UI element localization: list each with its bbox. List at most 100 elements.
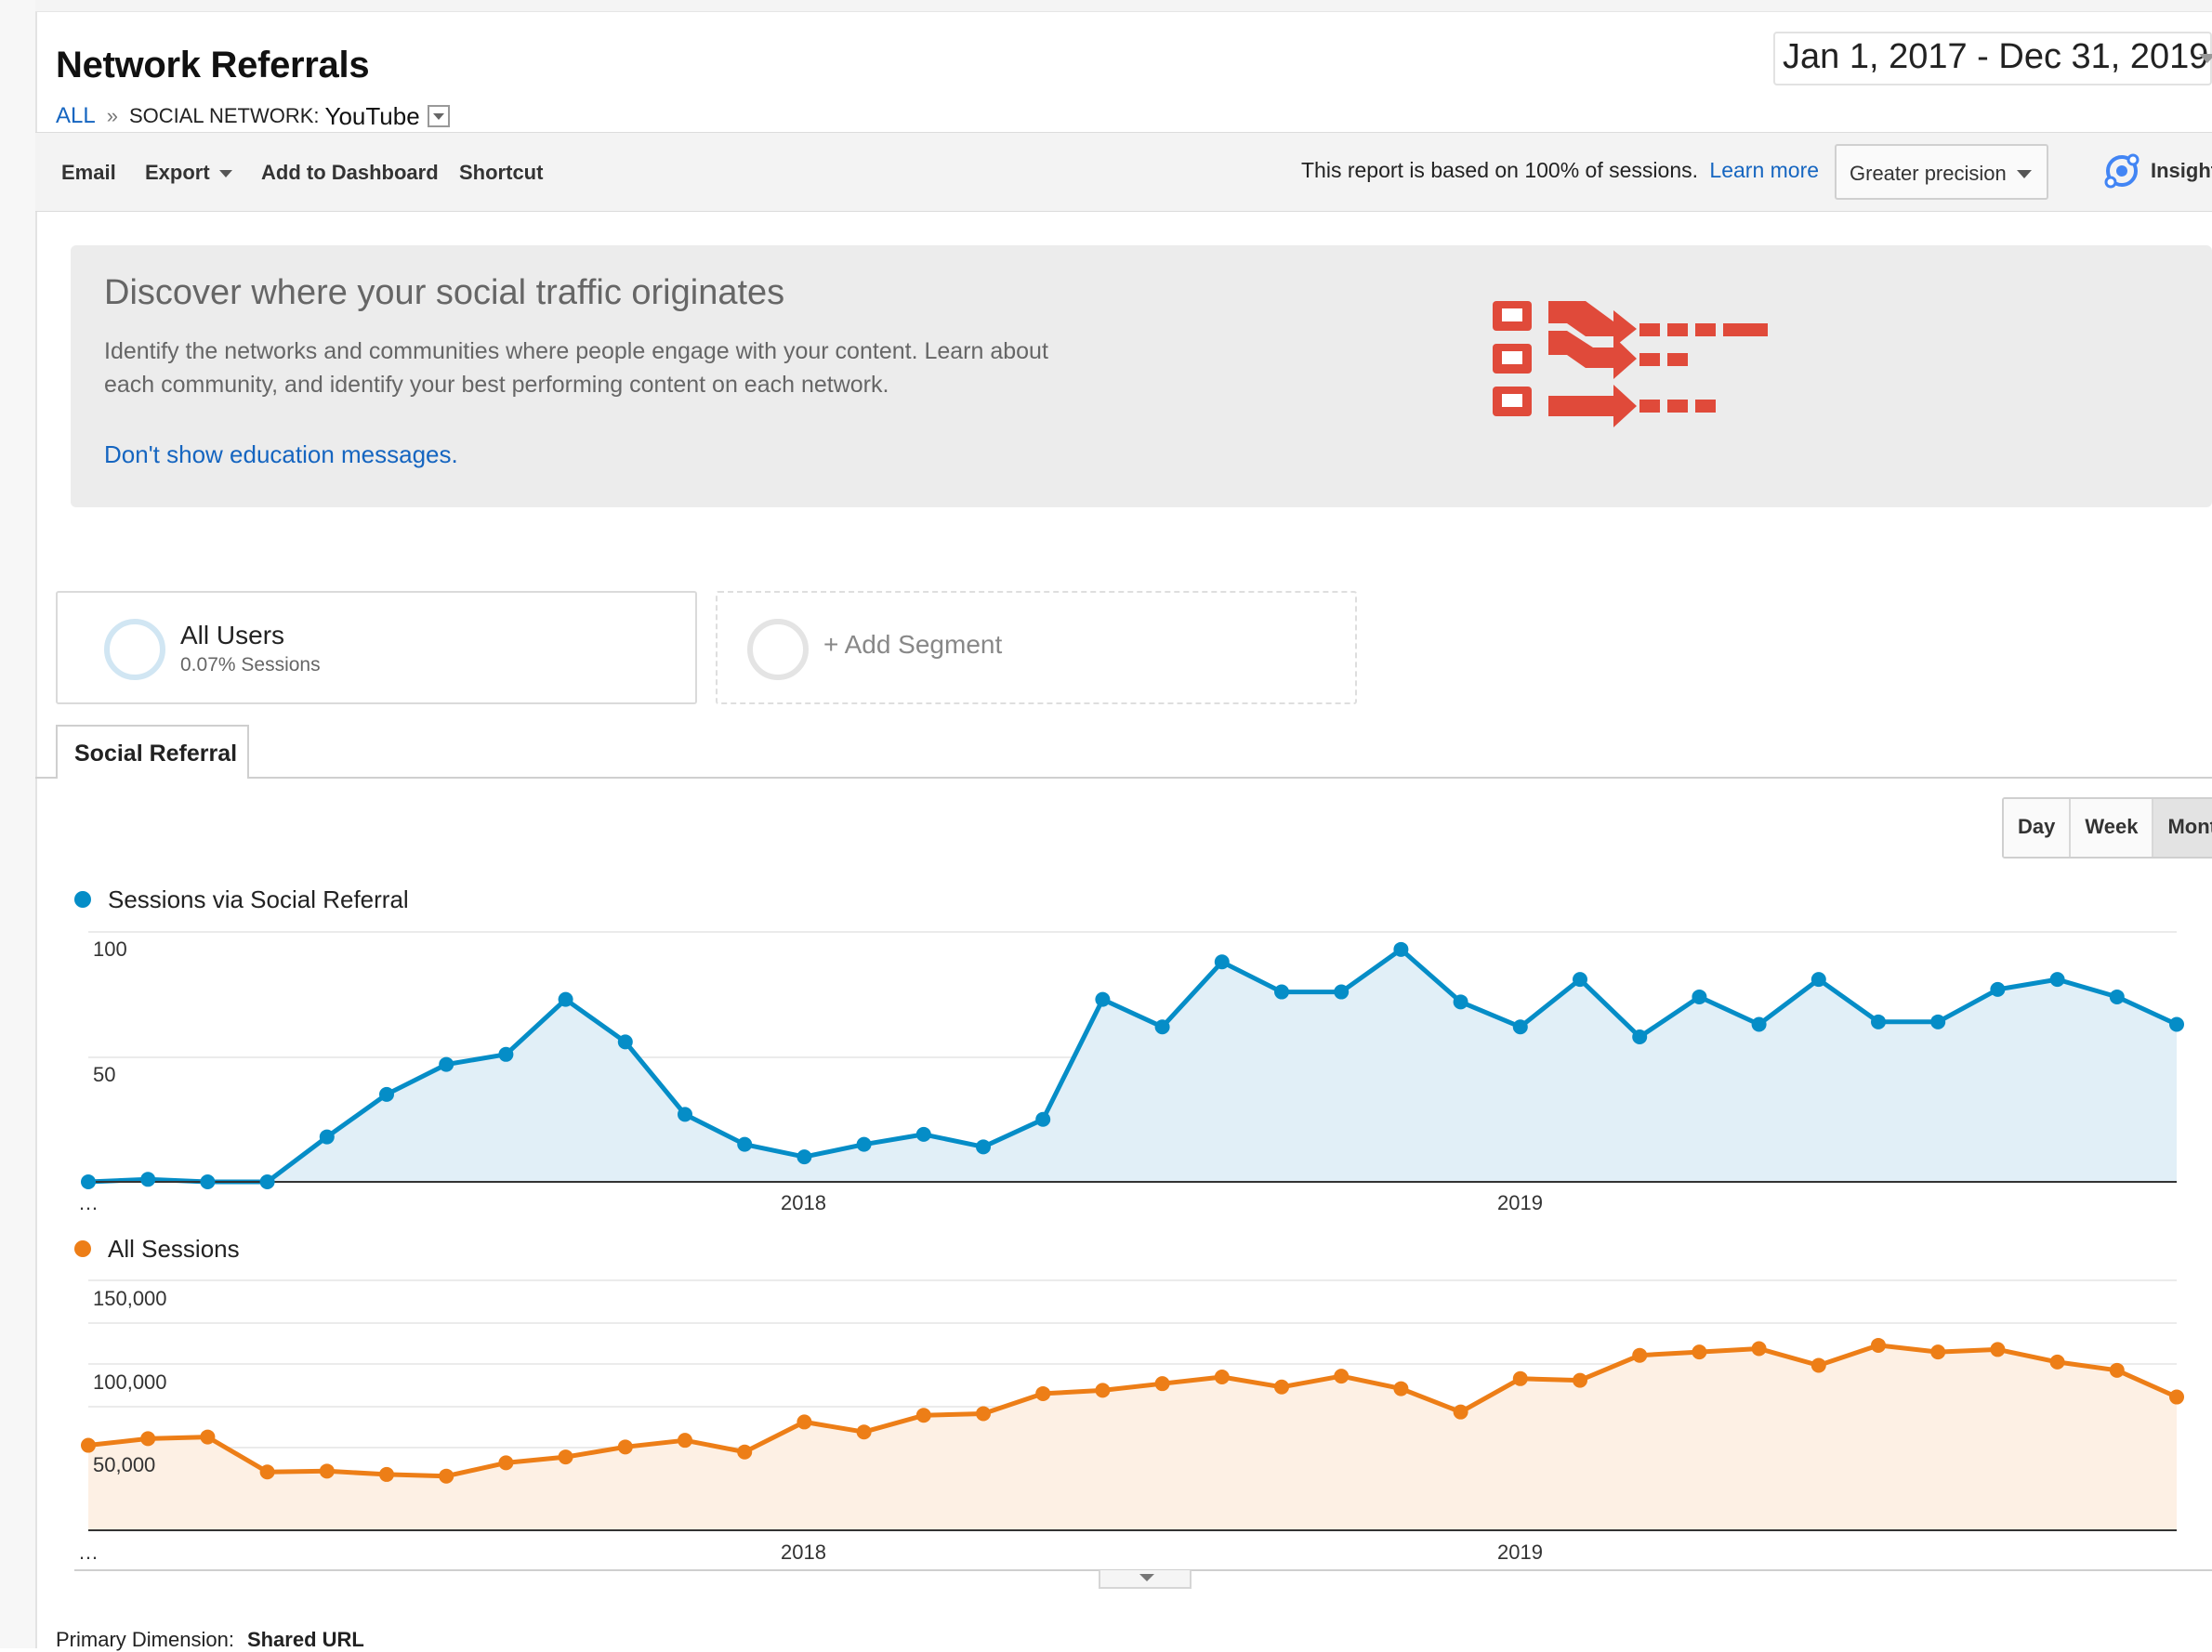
export-label: Export (145, 161, 210, 184)
data-point (1632, 1347, 1648, 1363)
data-point (1573, 1372, 1587, 1388)
primary-dimension: Primary Dimension: Shared URL (56, 1628, 364, 1652)
email-button[interactable]: Email (61, 161, 116, 184)
learn-more-link[interactable]: Learn more (1709, 158, 1820, 182)
data-point (1035, 1385, 1051, 1401)
x-tick-label: … (78, 1541, 99, 1564)
chevron-down-icon (2199, 54, 2212, 63)
legend-dot-icon (74, 891, 91, 908)
add-segment-button[interactable]: + Add Segment (716, 591, 1357, 704)
data-point (259, 1464, 275, 1480)
segment-name: All Users (180, 621, 285, 649)
x-tick-label: … (78, 1191, 99, 1214)
data-point (379, 1466, 394, 1482)
data-point (976, 1406, 991, 1422)
add-segment-label: + Add Segment (823, 630, 1003, 659)
data-point (259, 1174, 275, 1189)
date-range-picker[interactable]: Jan 1, 2017 - Dec 31, 2019 (1773, 32, 2212, 85)
data-point (1095, 1383, 1111, 1398)
data-point (379, 1086, 394, 1102)
period-month-button[interactable]: Month (2153, 799, 2212, 857)
x-tick-label: 2018 (781, 1191, 826, 1214)
segment-ring-icon (104, 619, 165, 680)
primary-dimension-value[interactable]: Shared URL (246, 1628, 364, 1651)
legend-all-sessions: All Sessions (74, 1232, 240, 1265)
insights-label: Insights(2) (2151, 159, 2212, 182)
data-point (1990, 1342, 2006, 1357)
segment-detail: 0.07% Sessions (180, 654, 321, 675)
insights-button[interactable]: Insights(2) (2102, 150, 2212, 192)
legend-label: All Sessions (108, 1234, 240, 1263)
data-point (915, 1126, 931, 1142)
data-point (737, 1136, 753, 1152)
breadcrumb-dropdown-icon[interactable] (427, 105, 450, 127)
data-point (319, 1129, 335, 1145)
insights-icon (2104, 153, 2140, 189)
data-point (2109, 1362, 2125, 1378)
data-point (140, 1172, 156, 1187)
data-point (1512, 1370, 1528, 1386)
data-point (617, 1439, 633, 1455)
legend-dot-icon (74, 1240, 91, 1257)
data-point (856, 1136, 872, 1152)
data-point (1095, 991, 1111, 1007)
primary-dimension-label: Primary Dimension: (56, 1628, 234, 1651)
segment-all-users[interactable]: All Users 0.07% Sessions (56, 591, 697, 704)
data-point (1692, 989, 1707, 1004)
series-area (88, 949, 2177, 1182)
x-tick-label: 2018 (781, 1541, 826, 1564)
data-point (498, 1046, 514, 1062)
sampling-notice: This report is based on 100% of sessions… (1301, 158, 1819, 183)
data-point (1810, 972, 1826, 988)
data-point (797, 1414, 812, 1430)
collapse-chart-toggle[interactable] (1099, 1570, 1192, 1589)
education-heading: Discover where your social traffic origi… (104, 273, 785, 312)
date-range-text: Jan 1, 2017 - Dec 31, 2019 (1783, 37, 2209, 76)
data-point (2109, 989, 2125, 1004)
precision-select[interactable]: Greater precision (1835, 144, 2048, 200)
data-point (1154, 1376, 1170, 1392)
series-area (88, 1344, 2177, 1530)
data-point (1632, 1029, 1648, 1044)
precision-value: Greater precision (1850, 162, 2007, 185)
data-point (439, 1056, 454, 1072)
add-to-dashboard-button[interactable]: Add to Dashboard (261, 161, 439, 184)
data-point (1751, 1341, 1767, 1357)
breadcrumb: ALL » SOCIAL NETWORK: YouTube (56, 100, 450, 132)
social-traffic-illustration (1493, 301, 1768, 427)
data-point (1930, 1344, 1946, 1360)
data-point (2169, 1389, 2184, 1405)
x-tick-label: 2019 (1497, 1541, 1543, 1564)
y-tick-label: 50,000 (93, 1453, 156, 1476)
tab-divider (35, 777, 2212, 779)
data-point (200, 1429, 216, 1445)
tab-social-referral[interactable]: Social Referral (56, 725, 249, 779)
data-point (1393, 1381, 1409, 1396)
data-point (319, 1463, 335, 1479)
top-strip (35, 0, 2212, 12)
data-point (1453, 994, 1468, 1010)
data-point (1154, 1019, 1170, 1035)
data-point (1871, 1337, 1886, 1353)
data-point (617, 1034, 633, 1050)
period-toggle: Day Week Month (2002, 797, 2212, 859)
breadcrumb-all-link[interactable]: ALL (56, 103, 96, 128)
data-point (976, 1139, 991, 1155)
data-point (498, 1455, 514, 1471)
export-button[interactable]: Export (145, 161, 232, 185)
data-point (915, 1408, 931, 1423)
breadcrumb-dimension-value: YouTube (324, 101, 420, 130)
shortcut-button[interactable]: Shortcut (459, 161, 544, 184)
data-point (1573, 972, 1587, 988)
data-point (1393, 941, 1409, 957)
period-week-button[interactable]: Week (2071, 799, 2154, 857)
dismiss-education-link[interactable]: Don't show education messages. (104, 440, 458, 468)
data-point (1871, 1014, 1886, 1029)
period-day-button[interactable]: Day (2004, 799, 2072, 857)
segment-ring-icon (747, 619, 809, 680)
data-point (678, 1433, 692, 1449)
x-tick-label: 2019 (1497, 1191, 1543, 1214)
data-point (140, 1431, 156, 1447)
data-point (737, 1444, 753, 1460)
